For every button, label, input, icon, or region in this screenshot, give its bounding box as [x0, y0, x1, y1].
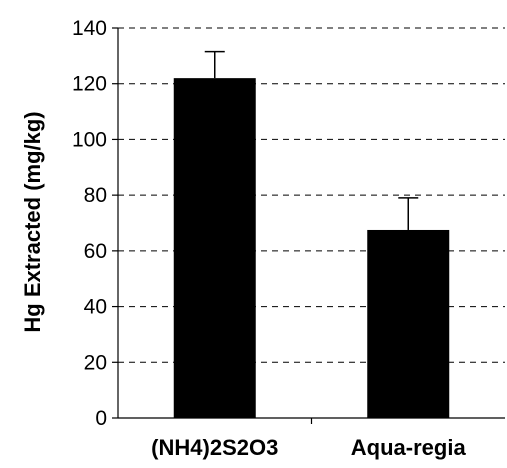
y-tick-label: 80	[84, 184, 107, 207]
y-tick-label: 20	[84, 351, 107, 374]
bar	[173, 78, 256, 419]
axes	[112, 27, 505, 424]
y-tick-label: 40	[84, 296, 107, 319]
y-tick-label: 0	[95, 407, 107, 430]
y-tick-label: 140	[72, 17, 107, 40]
y-tick-labels: 0 20 40 60 80 100 120 140	[72, 17, 107, 430]
y-tick-label: 60	[84, 240, 107, 263]
bar	[367, 229, 450, 418]
y-tick-label: 120	[72, 73, 107, 96]
error-bars	[204, 50, 419, 230]
y-axis-title: Hg Extracted (mg/kg)	[20, 111, 45, 332]
x-tick-label: Aqua-regia	[351, 435, 467, 460]
y-tick-label: 100	[72, 128, 107, 151]
bars	[173, 78, 450, 419]
x-tick-labels: (NH4)2S2O3 Aqua-regia	[151, 435, 466, 460]
x-tick-label: (NH4)2S2O3	[151, 435, 278, 460]
